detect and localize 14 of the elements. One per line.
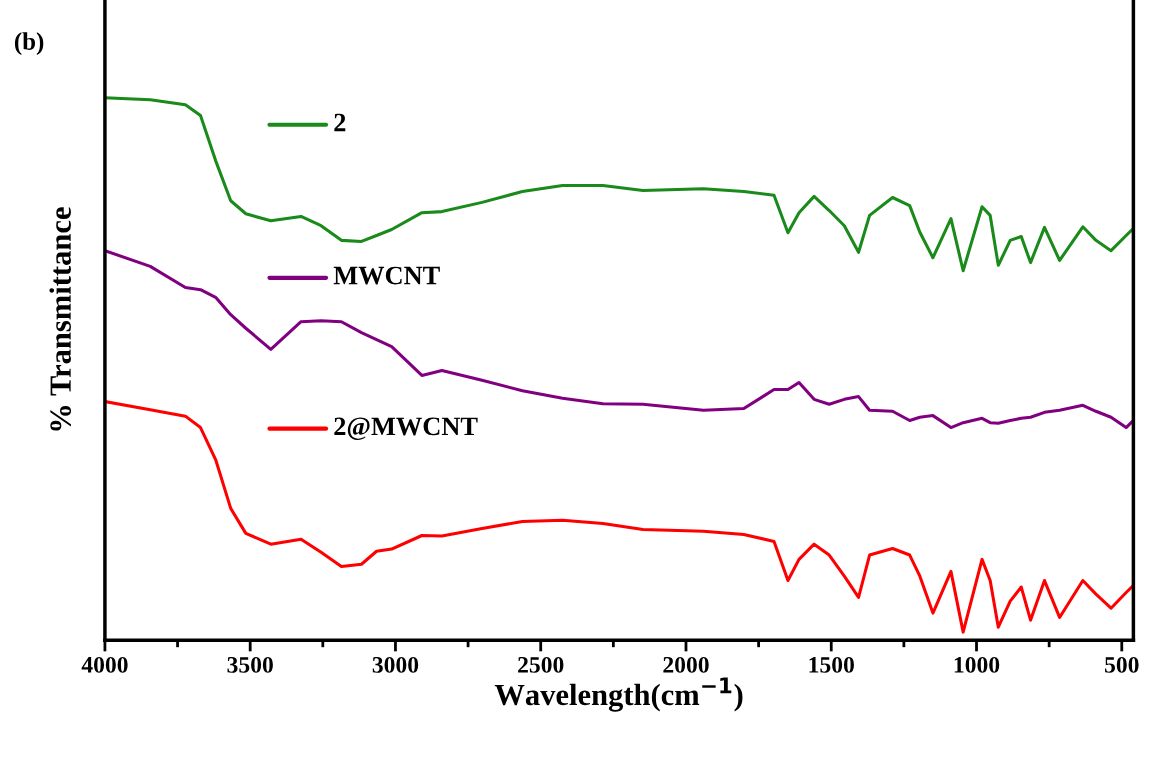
x-tick-label: 4000 xyxy=(81,656,128,673)
x-tick-label: 3500 xyxy=(227,656,273,673)
x-axis-title: Wavelength(cm$^{−1}$) xyxy=(494,677,743,712)
x-tick-label: 3000 xyxy=(372,656,419,673)
x-tick-label: 2000 xyxy=(663,656,709,673)
legend-label: 2@MWCNT xyxy=(334,417,478,440)
x-tick-label: 1000 xyxy=(954,656,1000,673)
legend-label: MWCNT xyxy=(333,266,440,285)
legend-label: 2 xyxy=(334,113,346,132)
y-axis-title: % Transmittance xyxy=(49,207,72,431)
chart-title: (b) xyxy=(14,32,44,55)
x-tick-label: 1500 xyxy=(809,656,854,673)
x-tick-label: 2500 xyxy=(518,656,564,673)
x-tick-label: 500 xyxy=(1105,656,1139,673)
